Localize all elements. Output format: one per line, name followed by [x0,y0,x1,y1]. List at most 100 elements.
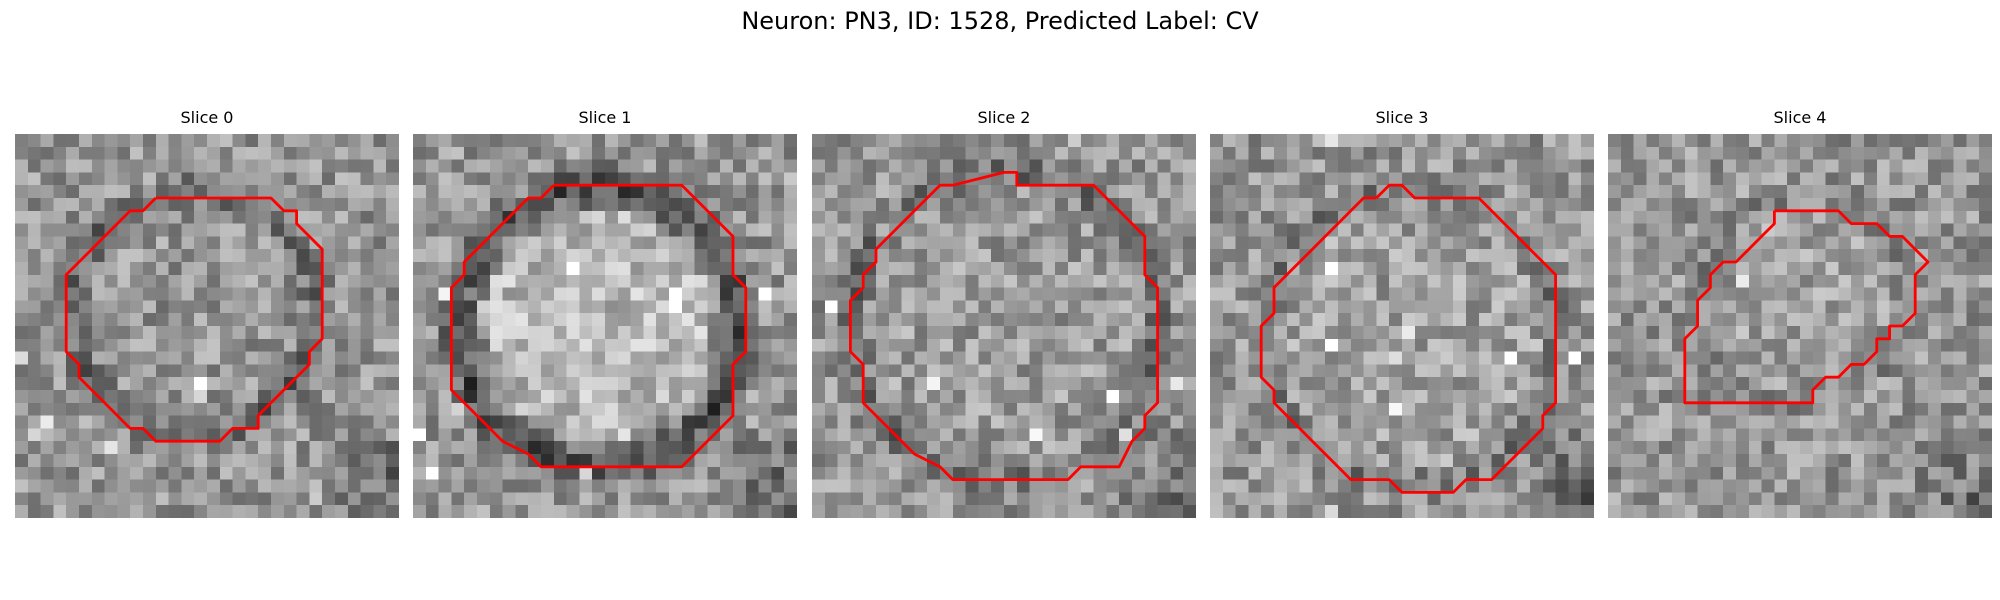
pixel [1542,134,1556,148]
pixel [464,454,478,468]
pixel [1902,390,1916,404]
pixel [541,415,555,429]
pixel [1068,364,1082,378]
pixel [1710,441,1724,455]
pixel [1157,364,1171,378]
pixel [1235,274,1249,288]
pixel [1286,326,1300,340]
pixel [194,185,208,199]
pixel [1222,236,1236,250]
pixel [360,338,374,352]
pixel [824,326,838,340]
pixel [1453,262,1467,276]
pixel [1672,377,1686,391]
pixel [1491,223,1505,237]
pixel [91,262,105,276]
pixel [232,402,246,416]
pixel [1684,262,1698,276]
pixel [360,441,374,455]
pixel [1748,287,1762,301]
pixel [1646,287,1660,301]
pixel [1620,146,1634,160]
pixel [232,249,246,263]
pixel [1402,300,1416,314]
pixel [335,249,349,263]
pixel [464,185,478,199]
pixel [130,198,144,212]
pixel [373,377,387,391]
pixel [322,274,336,288]
pixel [1235,236,1249,250]
pixel [232,454,246,468]
pixel [991,146,1005,160]
pixel [1889,326,1903,340]
pixel [1825,159,1839,173]
pixel [1389,492,1403,506]
pixel [1530,287,1544,301]
pixel [66,300,80,314]
pixel [1106,466,1120,480]
pixel [681,172,695,186]
pixel [733,172,747,186]
pixel [863,159,877,173]
pixel [1902,454,1916,468]
pixel [630,377,644,391]
pixel [876,326,890,340]
pixel [322,146,336,160]
pixel [1608,274,1622,288]
pixel [130,236,144,250]
pixel [386,300,399,314]
pixel [952,146,966,160]
pixel [1068,287,1082,301]
pixel [515,415,529,429]
pixel [1902,377,1916,391]
pixel [812,198,826,212]
pixel [181,364,195,378]
pixel [155,338,169,352]
pixel [1697,364,1711,378]
pixel [940,441,954,455]
pixel [784,390,797,404]
pixel [1838,351,1852,365]
pixel [965,377,979,391]
pixel [1555,210,1569,224]
pixel [515,300,529,314]
pixel [245,287,259,301]
pixel [1723,351,1737,365]
pixel [758,287,772,301]
pixel [1542,454,1556,468]
pixel [219,505,233,518]
pixel [1697,236,1711,250]
pixel [965,185,979,199]
pixel [553,262,567,276]
pixel [1646,172,1660,186]
pixel [40,441,54,455]
pixel [1029,134,1043,148]
pixel [837,466,851,480]
pixel [927,351,941,365]
pixel [1659,364,1673,378]
pixel [283,172,297,186]
pixel [771,159,785,173]
pixel [927,249,941,263]
pixel [1004,210,1018,224]
pixel [1915,210,1929,224]
pixel [27,505,41,518]
pixel [1068,338,1082,352]
pixel [1144,428,1158,442]
pixel [1376,198,1390,212]
pixel [1080,249,1094,263]
pixel [1876,441,1890,455]
pixel [1248,364,1262,378]
pixel [168,326,182,340]
pixel [283,236,297,250]
pixel [1183,351,1196,365]
pixel [1427,274,1441,288]
pixel [181,415,195,429]
pixel [1659,428,1673,442]
pixel [541,428,555,442]
pixel [181,351,195,365]
pixel [1376,210,1390,224]
pixel [347,172,361,186]
pixel [1542,313,1556,327]
